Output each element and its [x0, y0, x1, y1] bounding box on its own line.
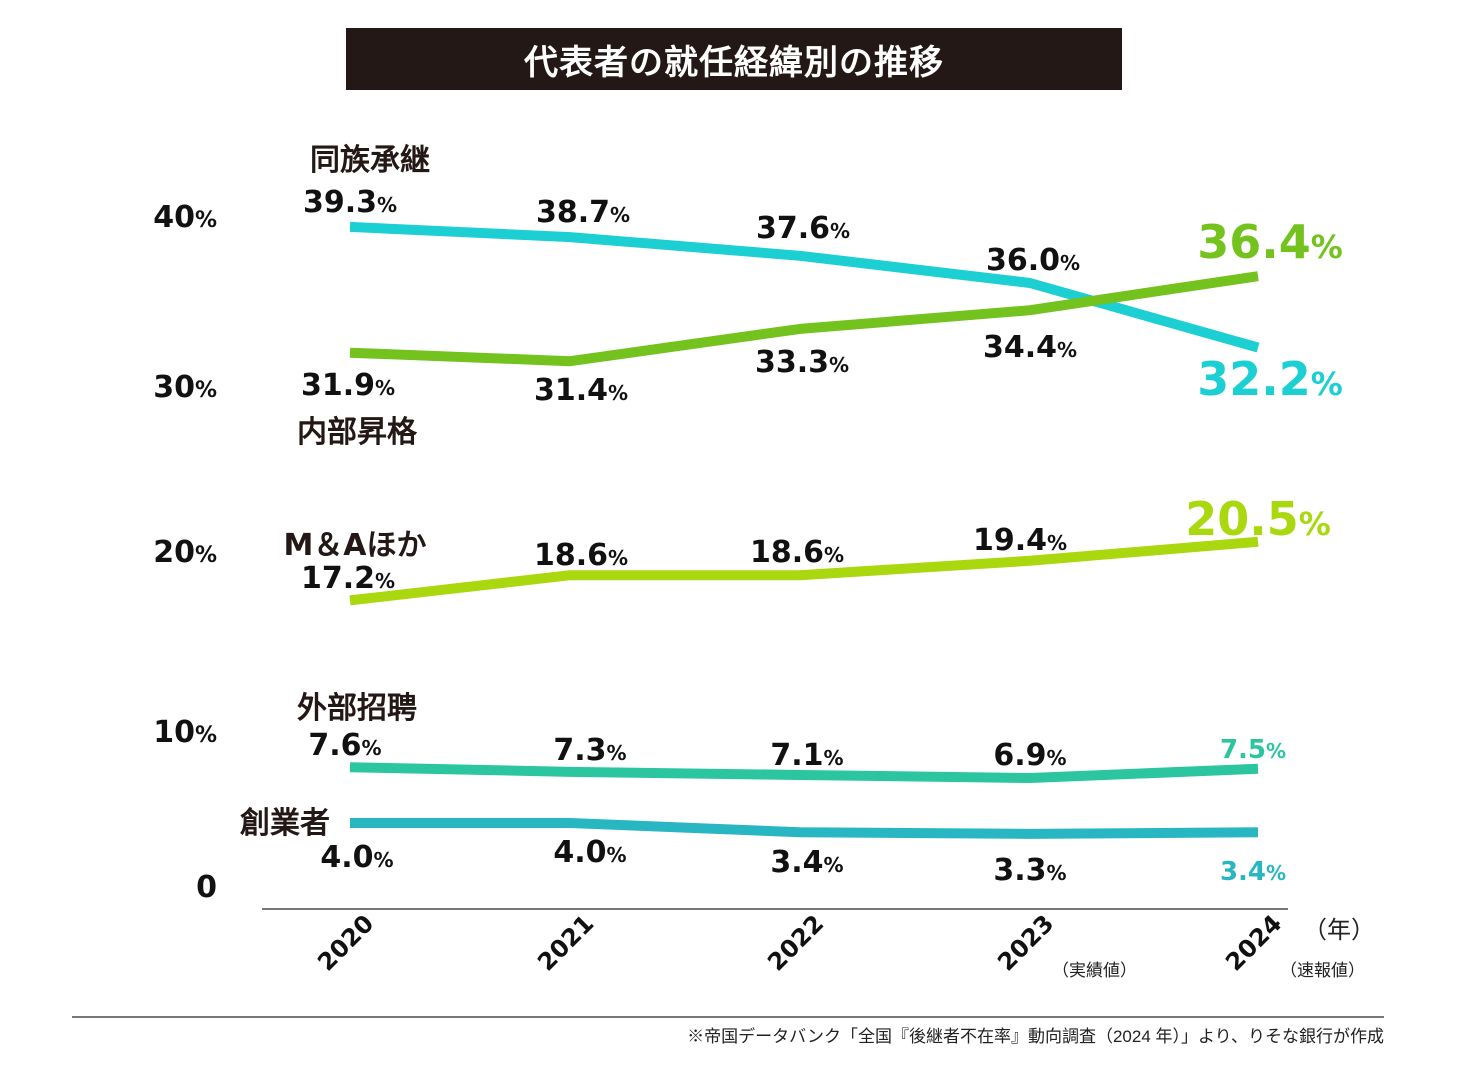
x-tick-note: （実績値）: [1052, 961, 1137, 981]
series-name-label: 創業者: [240, 806, 330, 841]
data-label: 20.5%: [1185, 492, 1331, 546]
footer-divider: [72, 1016, 1384, 1018]
series-name-label: M＆Aほか: [283, 528, 426, 563]
data-label: 3.4%: [1220, 857, 1286, 887]
data-label: 32.2%: [1197, 352, 1343, 406]
data-label: 7.3%: [553, 733, 626, 768]
y-tick-label: 10%: [153, 715, 217, 750]
x-axis-label: （年）: [1303, 916, 1375, 944]
data-label: 34.4%: [983, 330, 1077, 365]
data-label: 38.7%: [536, 195, 630, 230]
data-label: 36.0%: [986, 243, 1080, 278]
chart-title: 代表者の就任経緯別の推移: [346, 28, 1122, 90]
x-tick-label: 2020: [312, 909, 379, 976]
data-label: 37.6%: [756, 211, 850, 246]
data-label: 18.6%: [750, 535, 844, 570]
x-tick-label: 2022: [762, 909, 829, 976]
data-label: 7.5%: [1220, 735, 1286, 765]
data-label: 39.3%: [303, 185, 397, 220]
series-name-label: 内部昇格: [297, 415, 418, 450]
x-tick-label: 2023: [992, 909, 1059, 976]
data-label: 7.1%: [770, 738, 843, 773]
y-tick-label: 0: [196, 870, 217, 905]
y-tick-label: 30%: [153, 370, 217, 405]
data-label: 19.4%: [973, 523, 1067, 558]
data-label: 33.3%: [755, 345, 849, 380]
data-label: 3.3%: [993, 853, 1066, 888]
series-name-label: 同族承継: [310, 143, 430, 178]
x-tick-label: 2024: [1220, 909, 1287, 976]
data-label: 4.0%: [553, 835, 626, 870]
data-label: 31.9%: [301, 368, 395, 403]
data-label: 18.6%: [534, 538, 628, 573]
y-tick-label: 40%: [153, 200, 217, 235]
data-label: 31.4%: [534, 373, 628, 408]
data-label: 4.0%: [320, 840, 393, 875]
y-tick-label: 20%: [153, 535, 217, 570]
series-name-label: 外部招聘: [297, 691, 417, 726]
x-tick-note: （速報値）: [1280, 961, 1365, 981]
source-note: ※帝国データバンク「全国『後継者不在率』動向調査（2024 年）」より、りそな銀…: [687, 1027, 1384, 1046]
data-label: 3.4%: [770, 845, 843, 880]
data-label: 6.9%: [993, 738, 1066, 773]
series-line-4: [350, 818, 1259, 839]
data-label: 17.2%: [301, 561, 395, 596]
data-label: 36.4%: [1197, 215, 1343, 269]
data-label: 7.6%: [308, 728, 381, 763]
x-tick-label: 2021: [532, 909, 599, 976]
